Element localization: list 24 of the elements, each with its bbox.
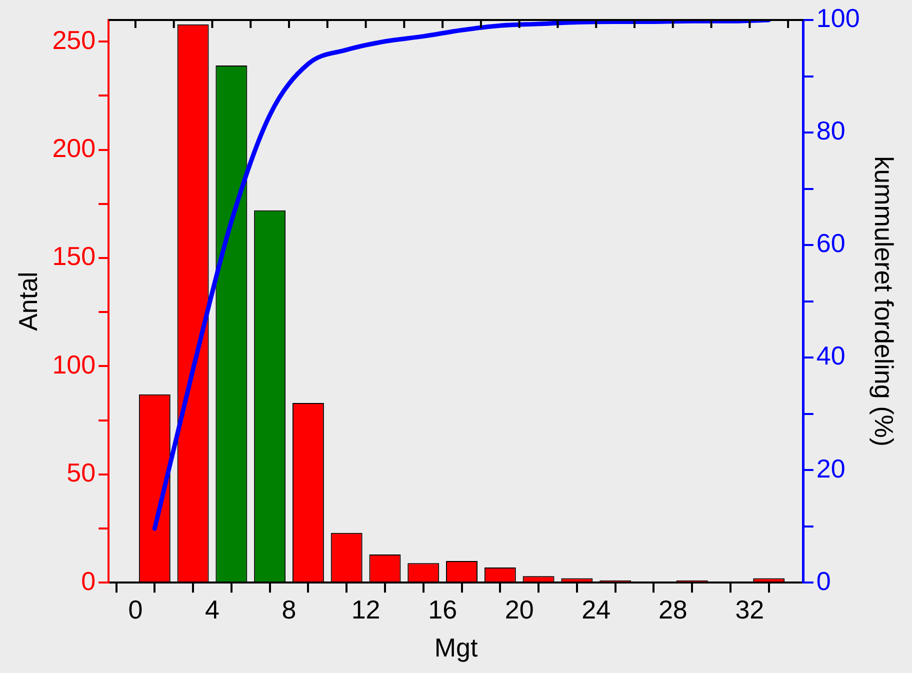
x-tick-label: 24	[582, 594, 611, 624]
y2-tick-label: 100	[816, 3, 860, 34]
y-tick-label: 200	[52, 133, 96, 164]
y-tick-label: 150	[52, 241, 96, 272]
y2-tick-label: 0	[816, 566, 831, 596]
x-tick-label: 16	[428, 594, 458, 624]
x-tick-label: 12	[351, 594, 380, 624]
y2-axis-title: kummuleret fordeling (%)	[869, 156, 900, 447]
y2-tick-label: 80	[816, 116, 846, 146]
y2-tick-label: 20	[816, 453, 846, 484]
x-tick-label: 0	[128, 594, 143, 624]
x-tick-label: 8	[282, 594, 296, 624]
y-tick-label: 100	[52, 349, 96, 380]
x-tick-label: 4	[204, 594, 220, 624]
y-axis-title: Antal	[12, 272, 43, 331]
x-tick-label: 28	[658, 594, 688, 624]
x-axis-title: Mgt	[434, 632, 478, 663]
y2-tick-label: 40	[816, 340, 846, 371]
y-tick-label: 50	[66, 458, 96, 488]
x-tick-label: 20	[504, 594, 534, 624]
y2-tick-label: 60	[816, 228, 846, 258]
y-tick-label: 250	[52, 24, 96, 55]
y-tick-label: 0	[81, 566, 96, 596]
x-tick-label: 32	[735, 594, 764, 624]
